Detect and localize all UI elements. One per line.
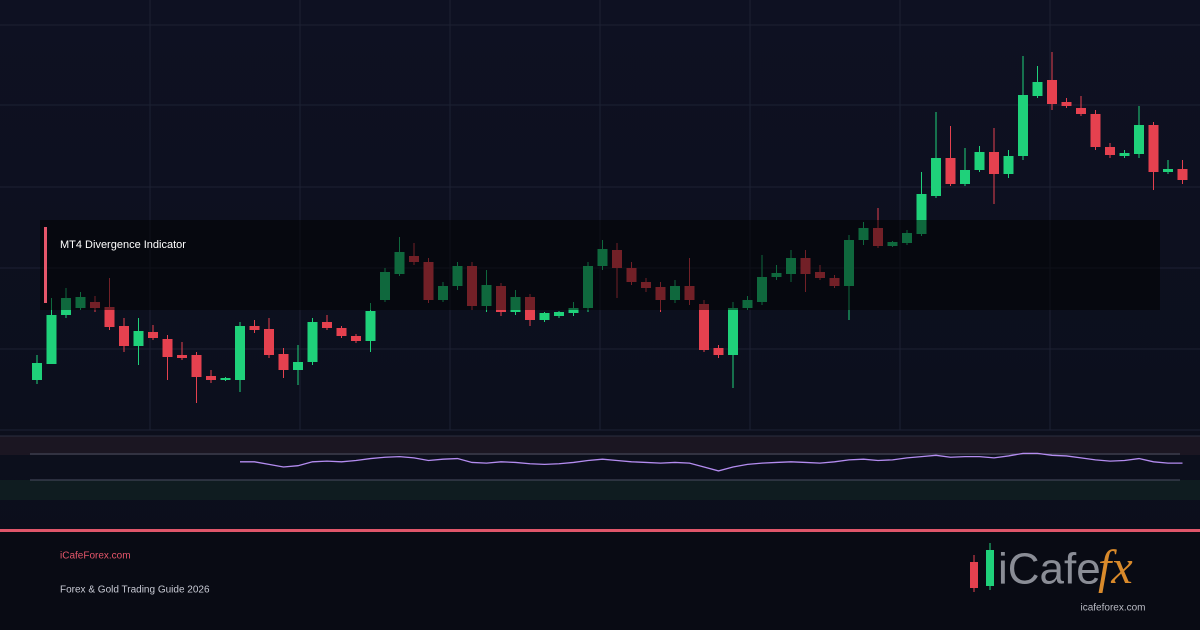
candle-body xyxy=(119,326,129,346)
footer-line xyxy=(0,529,1200,532)
candle-body xyxy=(351,336,361,341)
candle-body xyxy=(307,322,318,362)
candle-body xyxy=(235,326,245,380)
candle-body xyxy=(220,378,231,380)
title-accent xyxy=(44,227,47,303)
candle-body xyxy=(46,315,57,364)
candle-body xyxy=(1148,125,1159,172)
candle-body xyxy=(539,313,550,320)
candle-body xyxy=(916,194,927,234)
candle-body xyxy=(960,170,970,184)
candle-body xyxy=(206,376,216,380)
title-panel xyxy=(40,220,1160,310)
candle-body xyxy=(1134,125,1144,154)
candle-body xyxy=(32,363,42,380)
candle-body xyxy=(1119,153,1130,156)
logo-brand: iCafe xyxy=(998,545,1101,594)
indicator xyxy=(30,452,1183,481)
candle-body xyxy=(713,348,724,355)
candle-body xyxy=(264,329,274,355)
candle-body xyxy=(191,355,202,377)
logo: iCafe fx icafeforex.com xyxy=(970,541,1146,614)
candle-body xyxy=(177,355,187,358)
logo-candle xyxy=(970,562,978,588)
candle-body xyxy=(1032,82,1043,96)
candle-body xyxy=(148,332,158,338)
candle-body xyxy=(554,312,564,316)
candle-body xyxy=(1177,169,1188,180)
footer-subtitle: Forex & Gold Trading Guide 2026 xyxy=(60,585,210,596)
logo-candle xyxy=(986,550,994,586)
candle-body xyxy=(974,152,985,170)
candle-body xyxy=(699,304,709,350)
logo-fx: fx xyxy=(1098,541,1133,594)
candle-body xyxy=(1076,108,1086,114)
candle-body xyxy=(1018,95,1028,156)
candle-body xyxy=(278,354,289,370)
indicator-upper-zone xyxy=(0,436,1200,455)
candle-body xyxy=(1003,156,1014,174)
candle-body xyxy=(365,311,376,341)
candle-body xyxy=(1061,102,1072,106)
logo-url: icafeforex.com xyxy=(1080,603,1145,614)
candle-body xyxy=(322,322,332,328)
candle-body xyxy=(104,307,115,327)
candle-body xyxy=(568,308,579,313)
candle-body xyxy=(162,339,173,357)
candle-body xyxy=(728,308,738,355)
candle-body xyxy=(336,328,347,336)
candle-body xyxy=(249,326,260,330)
candle-body xyxy=(945,158,956,184)
candle-body xyxy=(1090,114,1101,147)
footer xyxy=(0,532,1200,630)
candle-body xyxy=(293,362,303,370)
indicator-lower-zone xyxy=(0,480,1200,500)
footer-site: iCafeForex.com xyxy=(60,551,131,562)
chart-title: MT4 Divergence Indicator xyxy=(60,239,186,251)
candle-body xyxy=(989,152,999,174)
candle-body xyxy=(133,331,144,346)
candle-body xyxy=(1047,80,1057,104)
candle-body xyxy=(931,158,941,196)
candle-body xyxy=(1105,147,1115,155)
indicator-line xyxy=(240,452,1183,472)
candle-body xyxy=(1163,169,1173,172)
